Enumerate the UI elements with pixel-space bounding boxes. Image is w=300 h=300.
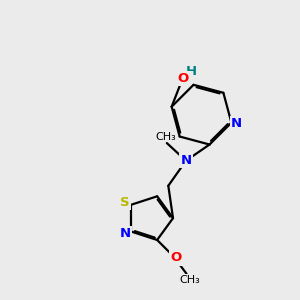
Text: O: O <box>178 72 189 85</box>
Text: H: H <box>186 65 197 78</box>
Text: O: O <box>170 251 181 264</box>
Text: S: S <box>120 196 130 209</box>
Text: N: N <box>119 227 130 241</box>
Text: CH₃: CH₃ <box>155 132 176 142</box>
Text: N: N <box>180 154 191 167</box>
Text: CH₃: CH₃ <box>180 275 200 285</box>
Text: N: N <box>231 117 242 130</box>
